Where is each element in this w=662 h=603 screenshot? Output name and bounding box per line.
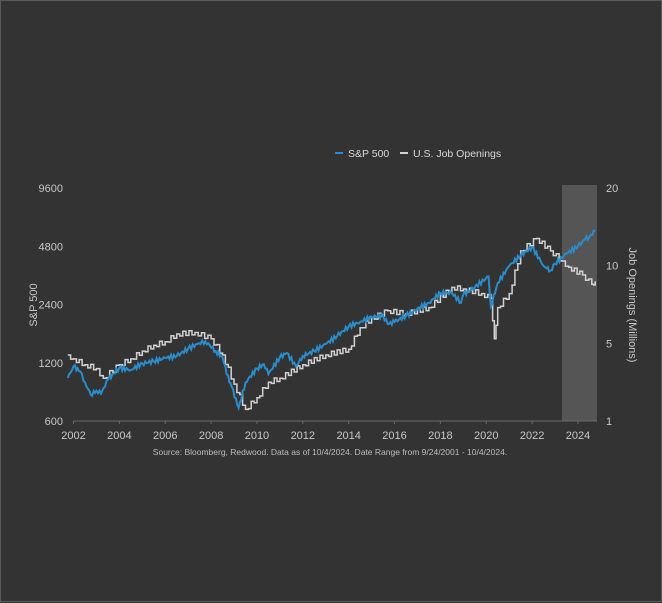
y-tick-label-right: 10 xyxy=(606,261,618,273)
shaded-region xyxy=(562,185,597,421)
x-tick-label: 2018 xyxy=(428,430,452,442)
y-axis-label-right: Job Openings (Millions) xyxy=(626,248,638,363)
x-tick-label: 2010 xyxy=(245,430,269,442)
x-tick-label: 2014 xyxy=(336,430,360,442)
x-tick-label: 2008 xyxy=(199,430,223,442)
legend-label-sp500: S&P 500 xyxy=(348,148,389,160)
source-note: Source: Bloomberg, Redwood. Data as of 1… xyxy=(153,447,507,457)
y-tick-label-right: 1 xyxy=(606,416,612,428)
y-tick-label-left: 1200 xyxy=(39,358,63,370)
y-tick-label-left: 9600 xyxy=(39,183,63,195)
y-tick-label-left: 4800 xyxy=(39,241,63,253)
x-tick-label: 2020 xyxy=(474,430,498,442)
legend: S&P 500 U.S. Job Openings xyxy=(335,148,501,160)
y-axis-label-left: S&P 500 xyxy=(28,283,40,326)
legend-label-jobs: U.S. Job Openings xyxy=(413,148,501,160)
x-tick-label: 2024 xyxy=(566,430,590,442)
y-tick-label-right: 20 xyxy=(606,183,618,195)
y-tick-label-left: 600 xyxy=(45,416,63,428)
x-tick-label: 2022 xyxy=(520,430,544,442)
x-tick-label: 2012 xyxy=(291,430,315,442)
x-tick-label: 2004 xyxy=(107,430,131,442)
x-tick-label: 2002 xyxy=(61,430,85,442)
series-line-job-openings xyxy=(68,239,595,410)
x-tick-label: 2016 xyxy=(382,430,406,442)
x-tick-label: 2006 xyxy=(153,430,177,442)
y-tick-label-left: 2400 xyxy=(39,300,63,312)
series-line-sp500 xyxy=(68,231,595,409)
y-tick-label-right: 5 xyxy=(606,338,612,350)
